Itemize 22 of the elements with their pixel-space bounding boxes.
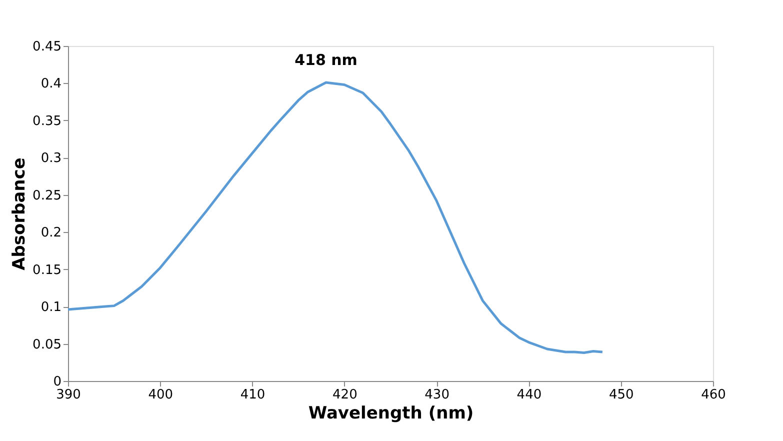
x-tick-label: 460 (701, 388, 726, 402)
x-tick-label: 450 (608, 388, 634, 402)
y-tick-label: 0.2 (40, 226, 62, 241)
y-tick-label: 0 (53, 374, 62, 390)
x-axis-title: Wavelength (nm) (308, 404, 474, 424)
y-tick-label: 0.05 (32, 337, 62, 352)
y-tick-label: 0.3 (40, 151, 62, 166)
y-tick-label: 0.45 (32, 40, 62, 54)
line-series (66, 81, 604, 354)
y-tick-label: 0.25 (32, 188, 62, 204)
x-tick-label: 390 (56, 388, 81, 402)
y-tick-label: 0.15 (32, 262, 62, 278)
x-tick-label: 430 (424, 388, 450, 402)
x-tick-label: 440 (516, 388, 542, 402)
x-tick-label: 420 (332, 388, 358, 402)
annotation: 418 nm (294, 51, 358, 69)
y-tick-label: 0.1 (40, 300, 62, 316)
y-tick-label: 0.4 (40, 76, 62, 92)
y-tick-label: 0.35 (32, 114, 62, 129)
x-tick-label: 410 (240, 388, 266, 402)
x-tick-label: 400 (148, 388, 174, 402)
y-axis-title: Absorbance (10, 158, 30, 270)
